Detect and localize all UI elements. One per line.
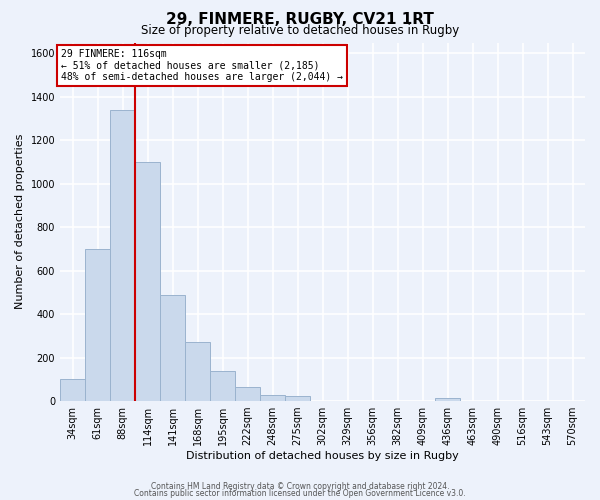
Text: Contains public sector information licensed under the Open Government Licence v3: Contains public sector information licen… xyxy=(134,488,466,498)
Text: Size of property relative to detached houses in Rugby: Size of property relative to detached ho… xyxy=(141,24,459,37)
Bar xyxy=(160,294,185,401)
Text: Contains HM Land Registry data © Crown copyright and database right 2024.: Contains HM Land Registry data © Crown c… xyxy=(151,482,449,491)
X-axis label: Distribution of detached houses by size in Rugby: Distribution of detached houses by size … xyxy=(186,451,459,461)
Bar xyxy=(260,394,285,401)
Bar xyxy=(60,380,85,401)
Bar xyxy=(285,396,310,401)
Bar xyxy=(235,387,260,401)
Y-axis label: Number of detached properties: Number of detached properties xyxy=(15,134,25,310)
Bar xyxy=(135,162,160,401)
Bar xyxy=(185,342,210,401)
Bar xyxy=(210,370,235,401)
Text: 29, FINMERE, RUGBY, CV21 1RT: 29, FINMERE, RUGBY, CV21 1RT xyxy=(166,12,434,26)
Bar xyxy=(85,249,110,401)
Bar xyxy=(110,110,135,401)
Bar xyxy=(435,398,460,401)
Text: 29 FINMERE: 116sqm
← 51% of detached houses are smaller (2,185)
48% of semi-deta: 29 FINMERE: 116sqm ← 51% of detached hou… xyxy=(61,49,343,82)
